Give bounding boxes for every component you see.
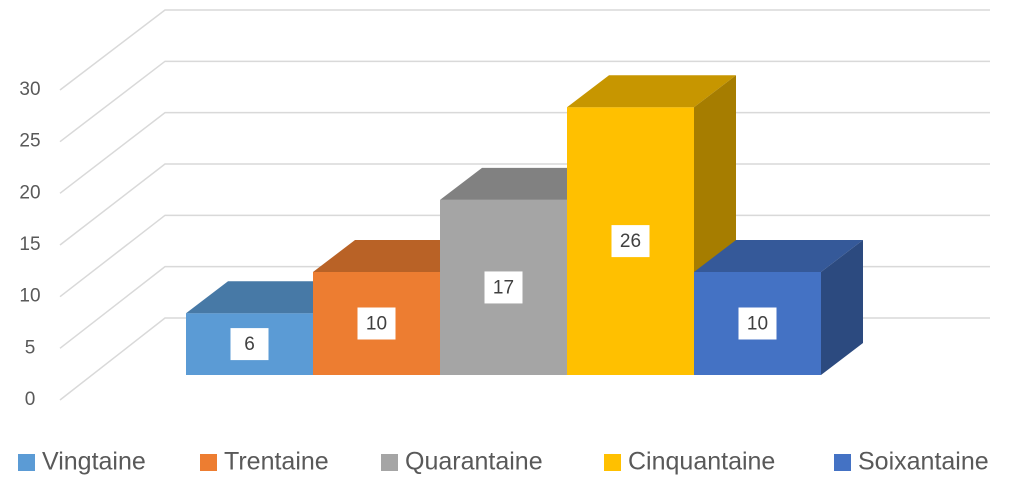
data-label-box: [611, 225, 650, 258]
data-label-box: [357, 307, 396, 340]
legend-swatch: [381, 454, 398, 471]
y-tick-label: 5: [25, 337, 36, 358]
data-label: 10: [366, 314, 387, 335]
data-label-box: [230, 328, 269, 361]
bar-top: [186, 281, 355, 314]
y-tick-label: 15: [19, 234, 40, 255]
y-tick-label: 20: [19, 182, 40, 203]
legend-swatch: [834, 454, 851, 471]
y-tick-label: 30: [19, 79, 40, 100]
legend-swatch: [604, 454, 621, 471]
bar-side: [821, 240, 863, 375]
y-tick-label: 10: [19, 286, 40, 307]
legend-label: Soixantaine: [858, 448, 989, 476]
data-label: 17: [493, 277, 514, 298]
data-label-box: [484, 271, 523, 304]
bar-top: [567, 75, 736, 108]
data-label: 26: [620, 231, 641, 252]
grid-line: [59, 60, 990, 143]
bar-top: [313, 240, 482, 272]
grid-line: [59, 9, 990, 91]
y-tick-label: 25: [19, 131, 40, 152]
data-label: 6: [244, 334, 255, 355]
legend-label: Trentaine: [224, 448, 329, 476]
data-label: 10: [747, 314, 768, 335]
bar-top: [440, 167, 609, 200]
legend-label: Cinquantaine: [628, 448, 775, 476]
legend-label: Vingtaine: [42, 448, 146, 476]
y-tick-label: 0: [25, 389, 36, 410]
legend-swatch: [18, 454, 35, 471]
legend-label: Quarantaine: [405, 448, 543, 476]
bar-top: [694, 240, 863, 272]
data-label-box: [738, 307, 777, 340]
legend-swatch: [200, 454, 217, 471]
